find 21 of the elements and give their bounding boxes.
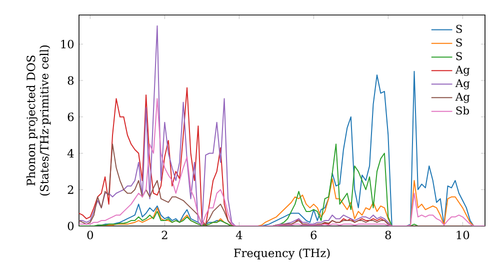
x-tick-label: 4 [236, 230, 242, 240]
x-tick-label: 2 [162, 230, 168, 240]
x-tick-label: 0 [87, 230, 94, 240]
legend-label: Ag [455, 92, 470, 103]
legend-label: S [456, 38, 462, 47]
x-tick-label: 6 [310, 230, 317, 240]
y-tick-label: 8 [68, 76, 74, 85]
y-tick-label: 10 [61, 40, 74, 48]
x-tick-label: 10 [456, 230, 470, 240]
legend-label: Ag [455, 66, 470, 76]
legend-label: Ag [455, 79, 470, 90]
legend-label: S [456, 24, 462, 33]
y-axis-title: Phonon projected DOS (States/THz·primitive cell) [26, 45, 51, 196]
y-tick-label: 6 [68, 112, 74, 122]
y-tick-label: 2 [68, 185, 74, 194]
y-tick-label: 4 [67, 149, 74, 158]
legend-label: Sb [456, 106, 470, 115]
legend-label: S [456, 52, 462, 60]
x-tick-label: 8 [385, 230, 391, 240]
x-axis-title: Frequency (THz) [234, 248, 330, 260]
y-tick-label: 0 [68, 222, 74, 230]
